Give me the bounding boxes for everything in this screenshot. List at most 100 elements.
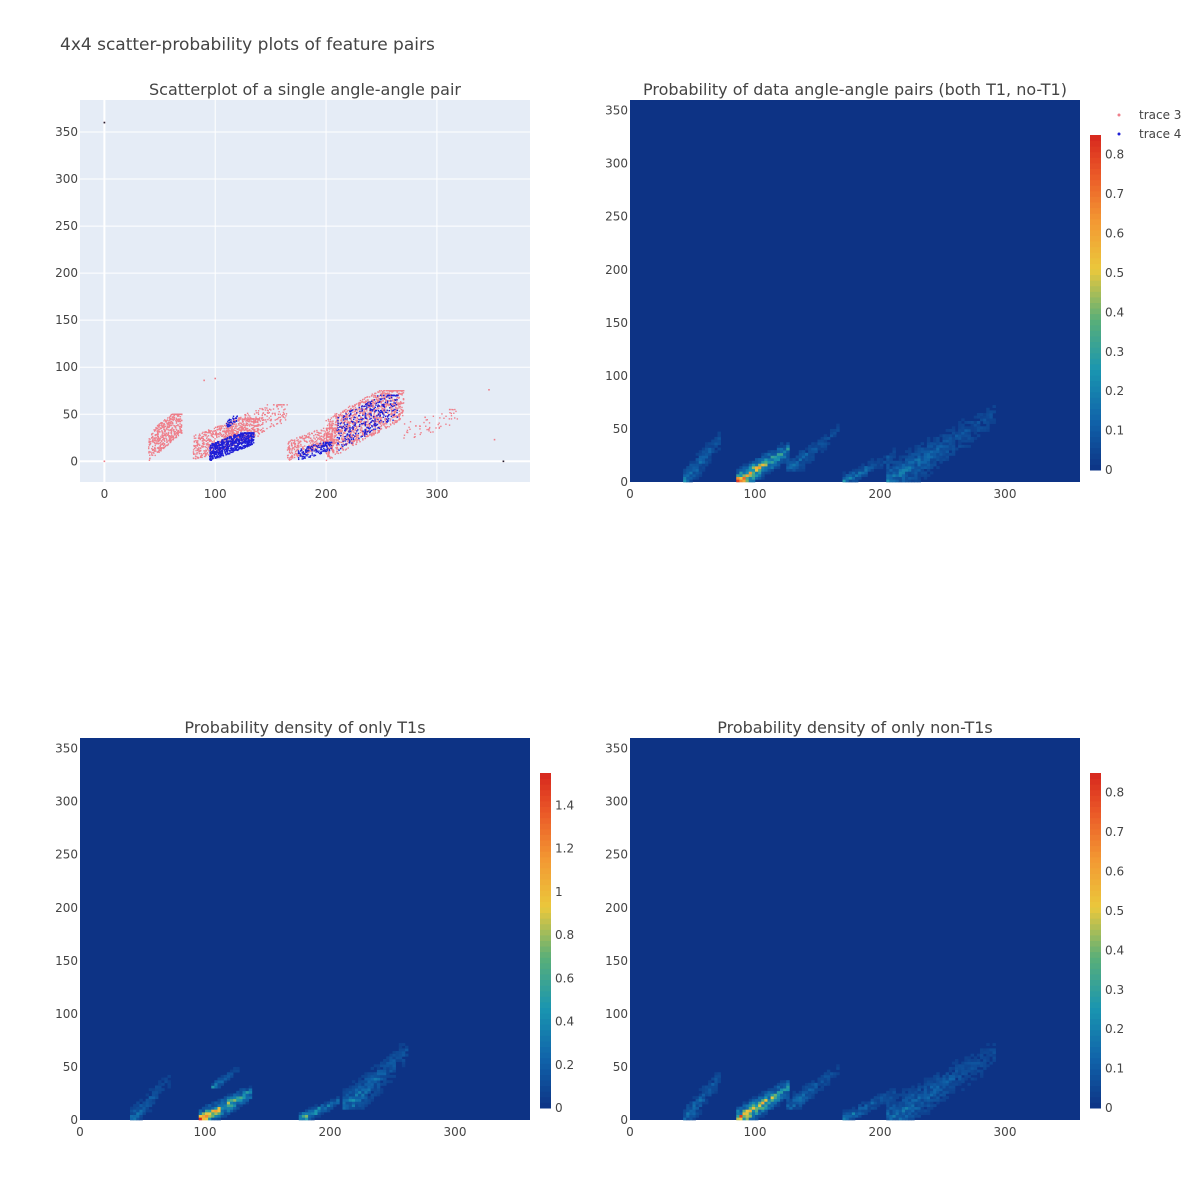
data-point: [210, 440, 211, 441]
data-point: [253, 442, 254, 443]
heatmap-cell: [708, 442, 711, 445]
data-point: [316, 430, 317, 431]
heatmap-cell: [911, 463, 914, 466]
data-point: [378, 392, 379, 393]
heatmap-cell: [149, 1104, 152, 1107]
heatmap-cell: [943, 442, 946, 445]
data-point: [226, 430, 227, 431]
data-point: [353, 425, 354, 426]
data-point: [428, 430, 429, 431]
heatmap-cell: [205, 1109, 208, 1112]
data-point: [488, 389, 490, 391]
data-point: [387, 404, 388, 405]
data-point: [247, 417, 248, 418]
heatmap-cell: [858, 469, 861, 472]
data-point: [167, 434, 168, 435]
data-point: [179, 423, 180, 424]
heatmap-cell: [905, 479, 908, 482]
data-point: [154, 440, 155, 441]
data-point: [212, 447, 213, 448]
data-point: [231, 434, 232, 435]
data-point: [345, 418, 346, 419]
heatmap-cell: [886, 461, 889, 464]
data-point: [274, 413, 275, 414]
heatmap-cell: [705, 448, 708, 451]
data-point: [305, 450, 306, 451]
data-point: [309, 434, 310, 435]
colorbar-segment: [1090, 381, 1101, 387]
data-point: [344, 436, 345, 437]
data-point: [341, 431, 342, 432]
heatmap-cell: [805, 448, 808, 451]
heatmap-cell: [824, 434, 827, 437]
heatmap-cell: [699, 466, 702, 469]
heatmap-cell: [199, 1117, 202, 1120]
data-point: [403, 392, 404, 393]
data-point: [338, 441, 339, 442]
colorbar-segment: [1090, 263, 1101, 269]
data-point: [252, 443, 253, 444]
data-point: [343, 415, 344, 416]
data-point: [445, 424, 446, 425]
data-point: [377, 397, 378, 398]
data-point: [258, 424, 259, 425]
data-point: [225, 451, 226, 452]
data-point: [298, 445, 299, 446]
heatmap-cell: [218, 1078, 221, 1081]
heatmap-cell: [974, 421, 977, 424]
data-point: [164, 443, 165, 444]
heatmap-cell: [152, 1091, 155, 1094]
heatmap-cell: [918, 469, 921, 472]
data-point: [379, 412, 380, 413]
data-point: [350, 431, 351, 432]
heatmap-cell: [933, 450, 936, 453]
heatmap-cell: [699, 453, 702, 456]
heatmap-cell: [749, 471, 752, 474]
heatmap-cell: [914, 453, 917, 456]
heatmap-cell: [936, 458, 939, 461]
heatmap-cell: [989, 416, 992, 419]
data-point: [226, 423, 227, 424]
data-point: [440, 426, 441, 427]
heatmap-cell: [924, 450, 927, 453]
heatmap-cell: [780, 445, 783, 448]
heatmap-cell: [989, 421, 992, 424]
data-point: [222, 436, 223, 437]
data-point: [211, 445, 212, 446]
data-point: [400, 406, 401, 407]
data-point: [397, 402, 398, 403]
heatmap-cell: [964, 432, 967, 435]
legend-item-trace-4[interactable]: trace 4: [1118, 127, 1182, 141]
colorbar-segment: [1090, 442, 1101, 448]
heatmap-cell: [814, 442, 817, 445]
data-point: [250, 423, 251, 424]
data-point: [210, 446, 211, 447]
data-point: [425, 426, 426, 427]
data-point: [172, 427, 173, 428]
data-point: [164, 435, 165, 436]
data-point: [271, 419, 272, 420]
heatmap-cell: [755, 461, 758, 464]
heatmap-cell: [708, 455, 711, 458]
heatmap-cell: [961, 418, 964, 421]
data-point: [374, 424, 375, 425]
data-point: [352, 417, 353, 418]
data-point: [327, 440, 328, 441]
legend-item-trace-3[interactable]: trace 3: [1118, 108, 1182, 122]
heatmap-cell: [824, 437, 827, 440]
data-point: [391, 405, 392, 406]
data-point: [230, 419, 231, 420]
data-point: [382, 412, 383, 413]
heatmap-cell: [936, 445, 939, 448]
legend[interactable]: trace 3 trace 4: [1118, 108, 1182, 141]
data-point: [370, 418, 371, 419]
data-point: [276, 404, 277, 405]
data-point: [345, 443, 346, 444]
heatmap-cell: [971, 426, 974, 429]
data-point: [227, 451, 228, 452]
colorbar-segment: [1090, 375, 1101, 381]
data-point: [148, 448, 149, 449]
